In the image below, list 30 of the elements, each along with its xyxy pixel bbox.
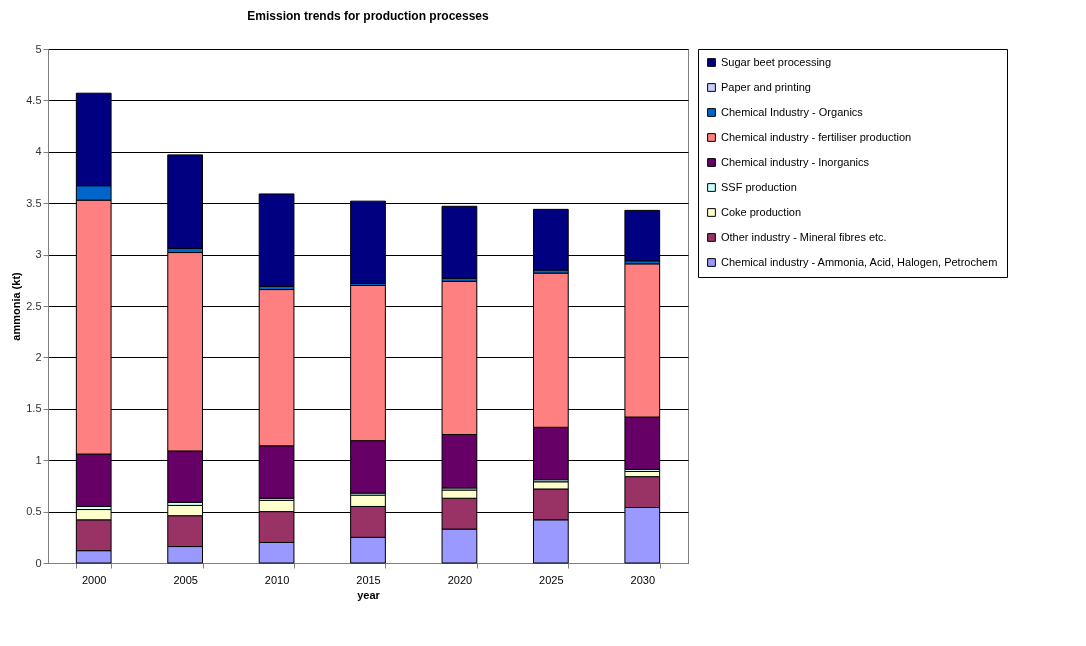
x-tick-label: 2030: [630, 573, 656, 586]
y-axis-title: ammonia (kt): [10, 271, 23, 341]
y-tick-label: 3.5: [26, 196, 42, 209]
y-tick-label: 0: [35, 556, 42, 569]
y-tick-label: 1.5: [26, 402, 42, 415]
y-tick-label: 0.5: [26, 505, 42, 518]
chart-title: Emission trends for production processes: [247, 9, 490, 23]
y-tick-label: 1: [35, 453, 42, 466]
x-tick-label: 2000: [81, 573, 107, 586]
x-tick-label: 2010: [264, 573, 290, 586]
legend-label: SSF production: [721, 180, 797, 193]
y-tick-label: 3: [35, 248, 42, 261]
y-tick-label: 4: [35, 145, 42, 158]
legend-label: Chemical industry - Inorganics: [721, 155, 870, 168]
y-tick-label: 4.5: [26, 93, 42, 106]
x-tick-label: 2005: [173, 573, 198, 586]
legend-label: Other industry - Mineral fibres etc.: [721, 230, 887, 243]
legend-label: Sugar beet processing: [721, 55, 832, 68]
x-tick-label: 2020: [447, 573, 473, 586]
y-tick-label: 2.5: [26, 299, 42, 312]
legend-label: Chemical industry - fertiliser production: [721, 130, 912, 143]
x-tick-label: 2025: [539, 573, 564, 586]
legend-label: Coke production: [721, 205, 802, 218]
x-tick-label: 2015: [356, 573, 381, 586]
x-axis-title: year: [357, 588, 381, 601]
y-tick-label: 2: [35, 350, 42, 363]
y-tick-label: 5: [35, 42, 42, 55]
legend-label: Chemical Industry - Organics: [721, 105, 864, 118]
legend-label: Paper and printing: [721, 80, 811, 93]
legend-label: Chemical industry - Ammonia, Acid, Halogen, Petrochem: [721, 255, 998, 268]
